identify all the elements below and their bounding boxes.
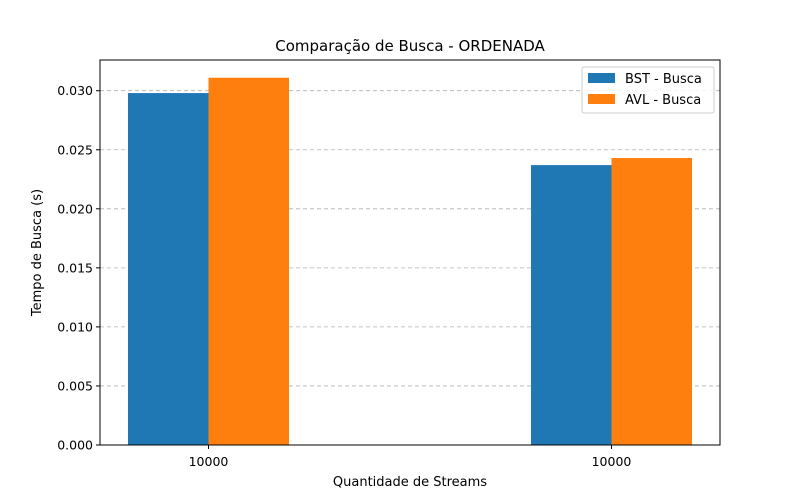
x-tick-label: 10000 — [592, 454, 632, 469]
plot-frame — [99, 59, 721, 446]
y-axis: 0.000 0.005 0.010 0.015 0.020 0.025 0.030 — [57, 83, 100, 453]
x-axis-label: Quantidade de Streams — [333, 475, 487, 490]
x-tick-label: 10000 — [189, 454, 229, 469]
legend-swatch-avl — [588, 94, 615, 104]
legend-label-bst: BST - Busca — [625, 72, 702, 87]
legend-label-avl: AVL - Busca — [625, 93, 701, 108]
bar-avl-1 — [208, 77, 289, 445]
bar-bst-1 — [128, 93, 209, 446]
y-tick-label: 0.000 — [57, 438, 93, 453]
bars — [128, 77, 692, 446]
y-tick-label: 0.020 — [57, 201, 93, 216]
y-tick-label: 0.025 — [57, 142, 93, 157]
bar-bst-2 — [531, 165, 612, 445]
bar-avl-2 — [611, 158, 692, 445]
grid-lines — [100, 90, 720, 387]
y-tick-label: 0.030 — [57, 83, 93, 98]
y-tick-label: 0.005 — [57, 378, 93, 393]
legend-swatch-bst — [588, 73, 615, 83]
legend: BST - Busca AVL - Busca — [581, 66, 715, 114]
chart-title: Comparação de Busca - ORDENADA — [275, 37, 545, 55]
x-axis: 10000 10000 — [189, 445, 632, 469]
y-axis-label: Tempo de Busca (s) — [30, 189, 45, 317]
y-tick-label: 0.010 — [57, 319, 93, 334]
y-tick-label: 0.015 — [57, 260, 93, 275]
